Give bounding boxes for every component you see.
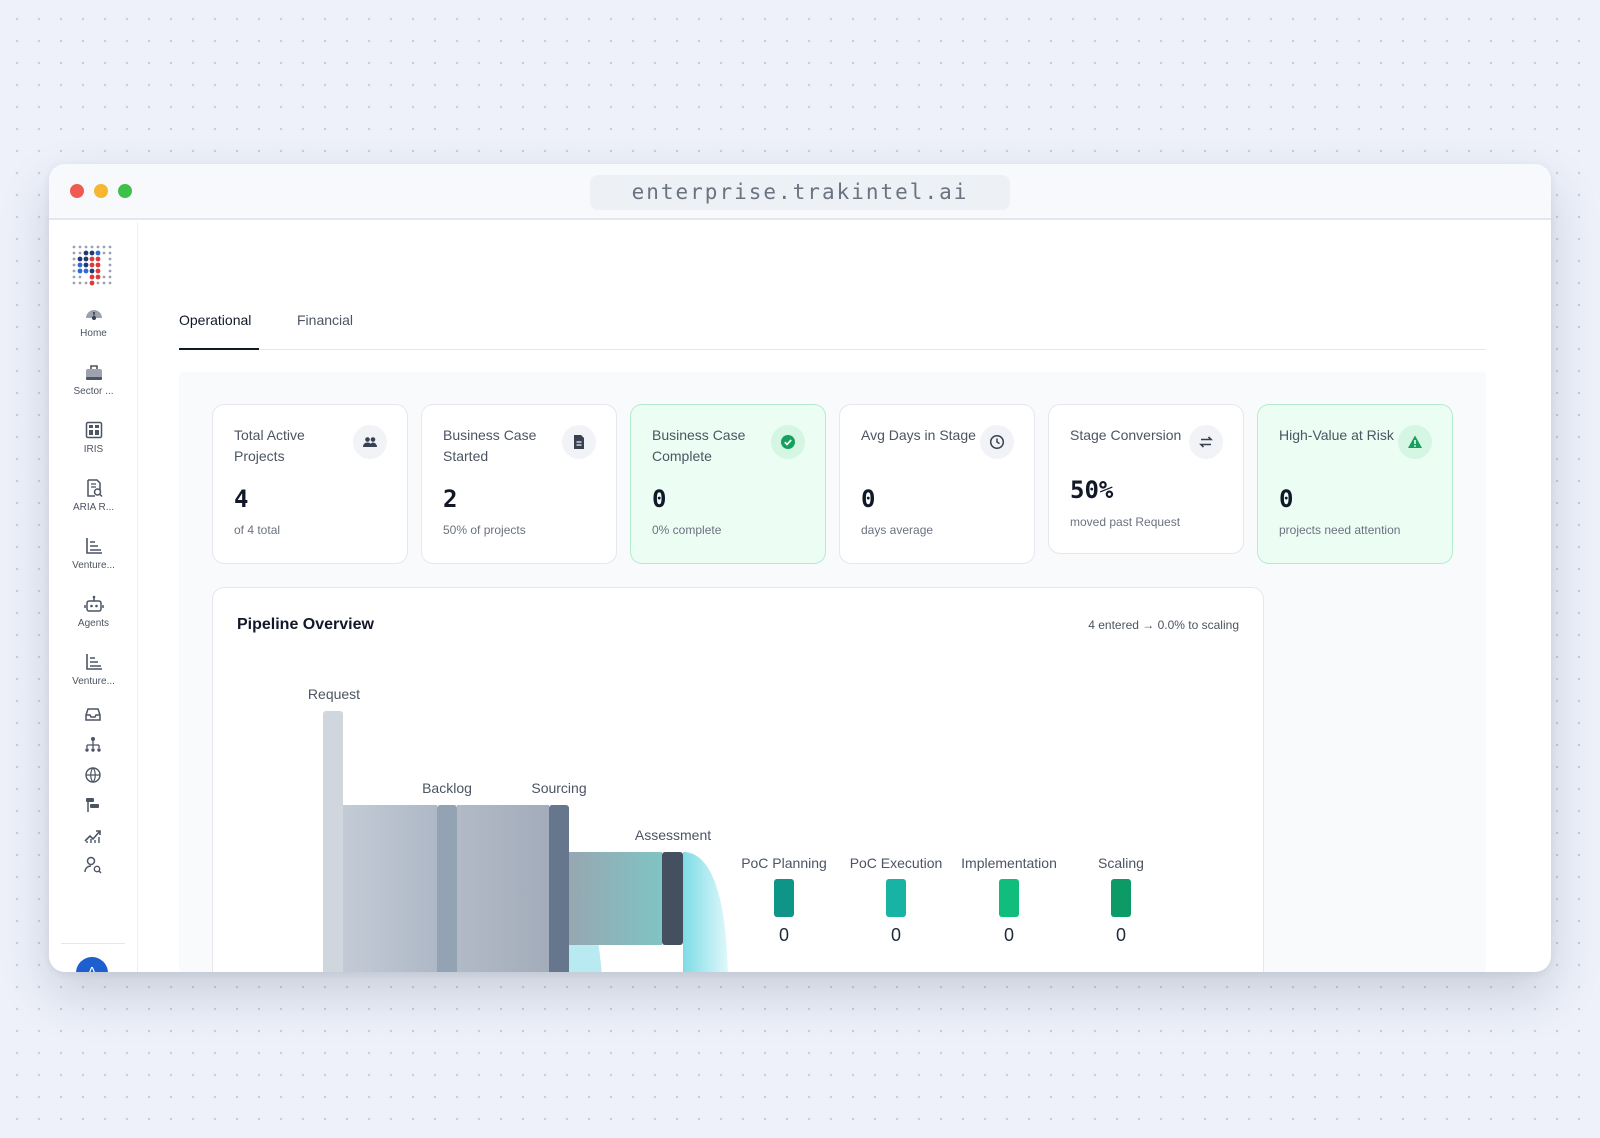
stage-label-poc-execution: PoC Execution [850,855,943,871]
title-bar: enterprise.trakintel.ai [49,164,1551,220]
browser-window: enterprise.trakintel.ai [49,164,1551,972]
sidebar-item-label: Venture... [72,560,115,571]
globe-icon[interactable] [83,765,103,785]
roadmap-icon[interactable] [83,795,103,815]
gauge-icon [85,310,102,320]
app-logo-icon[interactable] [71,244,113,286]
kpi-card-business-case-complete[interactable]: Business Case Complete 0 0% complete [630,404,826,564]
stage-count-poc-execution: 0 [891,925,901,945]
kpi-card-title: Business Case Complete [652,427,746,464]
node-bar-backlog[interactable] [437,805,457,972]
sidebar-item-label: ARIA R... [72,502,115,513]
kpi-card-value: 0 [652,485,667,513]
kpi-card-title: High-Value at Risk [1279,427,1394,443]
bar-chart-icon [85,538,102,554]
warning-icon [1398,425,1432,459]
minimize-window-button[interactable] [94,184,108,198]
user-avatar[interactable]: A [76,957,108,972]
pipeline-sankey: Request Backlog Sourcing Assessment PoC … [308,686,1144,972]
pipeline-overview-card: Pipeline Overview 4 entered → 0.0% to sc… [212,587,1264,972]
briefcase-icon [85,365,102,380]
org-chart-icon[interactable] [83,735,103,755]
stage-label-poc-planning: PoC Planning [741,855,827,871]
node-bar-assessment[interactable] [662,852,683,945]
flow-link-request-backlog [343,805,437,972]
tab-operational[interactable]: Operational [179,312,259,350]
kpi-card-value: 50% [1070,476,1114,504]
stage-label-request: Request [308,686,360,702]
pipeline-title: Pipeline Overview [237,616,374,633]
flow-link-sourcing-assessment [569,852,662,945]
robot-icon [83,595,104,612]
document-search-icon [86,479,103,498]
sidebar: Home Sector ... IRIS ARIA R... Venture..… [49,222,138,972]
clock-icon [980,425,1014,459]
kpi-card-stage-conversion[interactable]: Stage Conversion 50% moved past Request [1048,404,1244,554]
kpi-card-subtitle: 0% complete [652,523,722,537]
stage-label-backlog: Backlog [422,780,472,796]
sidebar-item-venture-1[interactable]: Venture... [49,536,138,571]
kpi-card-value: 0 [861,485,876,513]
swap-icon [1189,425,1223,459]
sidebar-divider [61,943,125,944]
check-circle-icon [771,425,805,459]
stage-count-scaling: 0 [1116,925,1126,945]
node-bar-request[interactable] [323,711,343,972]
dashboard-icon [85,421,102,439]
sidebar-item-label: IRIS [83,444,104,455]
kpi-card-title: Stage Conversion [1070,427,1182,443]
kpi-card-value: 4 [234,485,249,513]
maximize-window-button[interactable] [118,184,132,198]
stage-label-assessment: Assessment [635,827,711,843]
sidebar-item-venture-2[interactable]: Venture... [49,652,138,687]
sidebar-item-label: Home [80,328,107,339]
user-search-icon[interactable] [83,855,103,875]
kpi-card-title: Total Active Projects [234,427,305,464]
kpi-card-subtitle: 50% of projects [443,523,526,537]
kpi-card-subtitle: days average [861,523,934,537]
sidebar-item-sector[interactable]: Sector ... [49,362,138,397]
sidebar-item-iris[interactable]: IRIS [49,420,138,455]
stage-bar-poc-execution[interactable] [886,879,906,917]
bar-chart-icon [85,654,102,670]
pipeline-summary: 4 entered → 0.0% to scaling [1088,618,1239,632]
stage-count-poc-planning: 0 [779,925,789,945]
flow-link-backlog-sourcing [457,805,549,972]
stage-label-sourcing: Sourcing [531,780,586,796]
stage-bar-scaling[interactable] [1111,879,1131,917]
sidebar-item-home[interactable]: Home [49,304,138,339]
kpi-card-subtitle: projects need attention [1279,523,1401,537]
tab-financial[interactable]: Financial [297,312,354,328]
kpi-card-business-case-started[interactable]: Business Case Started 2 50% of projects [421,404,617,564]
flow-link [683,852,728,972]
kpi-card-value: 2 [443,485,458,513]
users-icon [353,425,387,459]
kpi-card-subtitle: of 4 total [234,523,281,537]
sidebar-item-aria[interactable]: ARIA R... [49,478,138,513]
inbox-icon[interactable] [83,705,103,725]
kpi-card-avg-days-in-stage[interactable]: Avg Days in Stage 0 days average [839,404,1035,564]
tab-bar: Operational Financial [179,312,1486,350]
kpi-card-title: Business Case Started [443,427,537,464]
kpi-card-total-active-projects[interactable]: Total Active Projects 4 of 4 total [212,404,408,564]
sidebar-item-label: Agents [77,618,110,629]
stage-count-implementation: 0 [1004,925,1014,945]
kpi-card-title: Avg Days in Stage [861,427,976,443]
sidebar-item-label: Venture... [72,676,115,687]
document-icon [562,425,596,459]
trend-icon[interactable] [83,825,103,845]
node-bar-sourcing[interactable] [549,805,569,972]
sidebar-item-agents[interactable]: Agents [49,594,138,629]
kpi-card-subtitle: moved past Request [1070,515,1181,529]
kpi-card-value: 0 [1279,485,1294,513]
stage-label-implementation: Implementation [961,855,1057,871]
stage-label-scaling: Scaling [1098,855,1144,871]
sidebar-item-label: Sector ... [73,386,114,397]
url-bar[interactable]: enterprise.trakintel.ai [590,175,1010,210]
stage-bar-poc-planning[interactable] [774,879,794,917]
kpi-card-high-value-at-risk[interactable]: High-Value at Risk 0 projects need atten… [1257,404,1453,564]
stage-bar-implementation[interactable] [999,879,1019,917]
close-window-button[interactable] [70,184,84,198]
